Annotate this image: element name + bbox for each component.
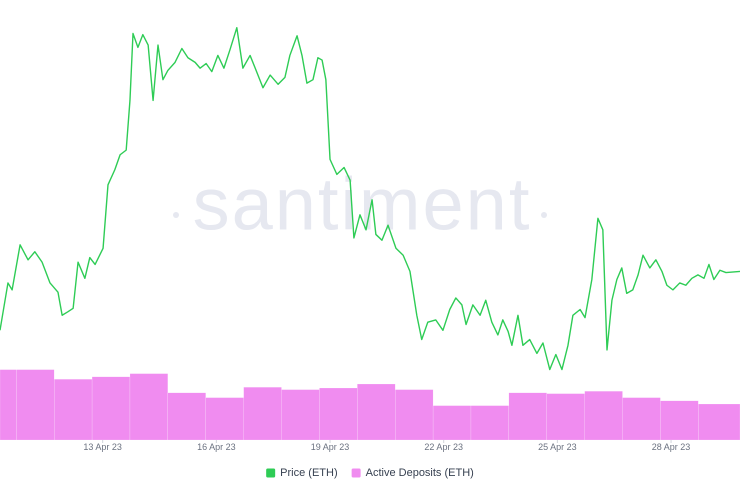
watermark-dot: [541, 212, 547, 218]
legend-swatch: [351, 468, 361, 478]
deposit-bar: [243, 387, 282, 441]
x-tick-label: 28 Apr 23: [652, 442, 691, 452]
deposit-bar: [546, 393, 585, 441]
deposit-bar: [357, 383, 396, 441]
deposit-bar: [129, 373, 169, 441]
deposit-bar: [91, 376, 131, 441]
deposit-bar: [395, 389, 434, 441]
price-line: [0, 27, 740, 371]
deposit-bar: [16, 369, 55, 441]
legend-item: Active Deposits (ETH): [351, 467, 474, 479]
watermark: santiment: [173, 163, 547, 246]
deposit-bar: [584, 391, 623, 441]
x-tick-label: 19 Apr 23: [311, 442, 350, 452]
deposit-bar: [432, 405, 472, 441]
watermark-dot: [173, 212, 179, 218]
deposit-bar: [698, 403, 740, 441]
x-tick-label: 22 Apr 23: [424, 442, 463, 452]
legend-label: Price (ETH): [280, 467, 337, 479]
deposit-bar: [470, 405, 510, 441]
deposit-bar: [205, 397, 244, 441]
deposit-bar: [508, 392, 547, 441]
plot-area: 13 Apr 23 16 Apr 23 19 Apr 23 22 Apr 23 25 A…: [0, 27, 740, 452]
deposit-bar: [660, 400, 699, 441]
legend-item: Price (ETH): [266, 467, 338, 479]
legend: Price (ETH) Active Deposits (ETH): [266, 467, 474, 479]
legend-label: Active Deposits (ETH): [366, 467, 474, 479]
legend-swatch: [266, 468, 276, 478]
deposit-bar: [622, 397, 661, 441]
x-tick-label: 25 Apr 23: [538, 442, 577, 452]
deposit-bar: [0, 369, 17, 441]
x-tick-label: 13 Apr 23: [83, 442, 122, 452]
x-tick-label: 16 Apr 23: [197, 442, 236, 452]
deposit-bar: [281, 389, 320, 441]
deposit-bar: [54, 379, 93, 441]
deposit-bar: [167, 392, 206, 441]
watermark-text: santiment: [193, 163, 532, 246]
deposit-bar: [319, 387, 358, 441]
